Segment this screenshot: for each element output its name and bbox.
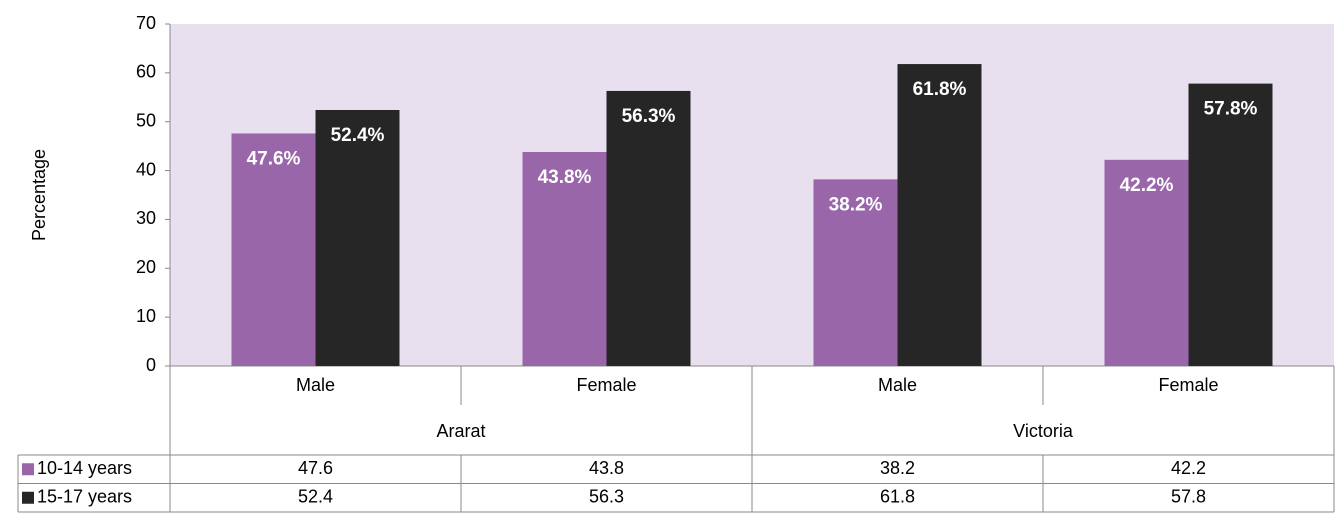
table-cell: 42.2 [1171, 458, 1206, 478]
value-label: 47.6% [247, 148, 301, 169]
value-label: 42.2% [1120, 175, 1174, 196]
value-label: 52.4% [331, 125, 385, 146]
bar [231, 133, 316, 366]
table-cell: 61.8 [880, 487, 915, 507]
table-cell: 47.6 [298, 458, 333, 478]
bar [813, 179, 898, 366]
value-label: 57.8% [1204, 99, 1258, 120]
y-tick-label: 70 [136, 13, 156, 33]
value-label: 61.8% [913, 79, 967, 100]
y-tick-label: 30 [136, 208, 156, 228]
table-cell: 43.8 [589, 458, 624, 478]
legend-swatch [22, 463, 34, 476]
bar [522, 152, 607, 366]
value-label: 56.3% [622, 106, 676, 127]
x-tick-label: Female [576, 375, 636, 395]
legend-swatch [22, 491, 34, 504]
bar [606, 90, 691, 366]
y-tick-label: 20 [136, 257, 156, 277]
value-label: 38.2% [829, 194, 883, 215]
y-axis-label: Percentage [29, 149, 49, 241]
table-cell: 57.8 [1171, 487, 1206, 507]
x-tick-label: Female [1158, 375, 1218, 395]
y-tick-label: 10 [136, 306, 156, 326]
bar [1104, 159, 1189, 366]
bar [897, 64, 982, 366]
group-label: Victoria [1013, 421, 1074, 441]
table-cell: 56.3 [589, 487, 624, 507]
legend-label: 10-14 years [37, 458, 132, 478]
bar [1188, 83, 1273, 366]
y-tick-label: 40 [136, 159, 156, 179]
value-label: 43.8% [538, 167, 592, 188]
x-tick-label: Male [296, 375, 335, 395]
y-tick-label: 60 [136, 62, 156, 82]
bar [315, 109, 400, 366]
legend-label: 15-17 years [37, 487, 132, 507]
y-tick-label: 0 [146, 355, 156, 375]
y-tick-label: 50 [136, 110, 156, 130]
table-cell: 52.4 [298, 487, 333, 507]
group-label: Ararat [436, 421, 485, 441]
x-tick-label: Male [878, 375, 917, 395]
table-cell: 38.2 [880, 458, 915, 478]
